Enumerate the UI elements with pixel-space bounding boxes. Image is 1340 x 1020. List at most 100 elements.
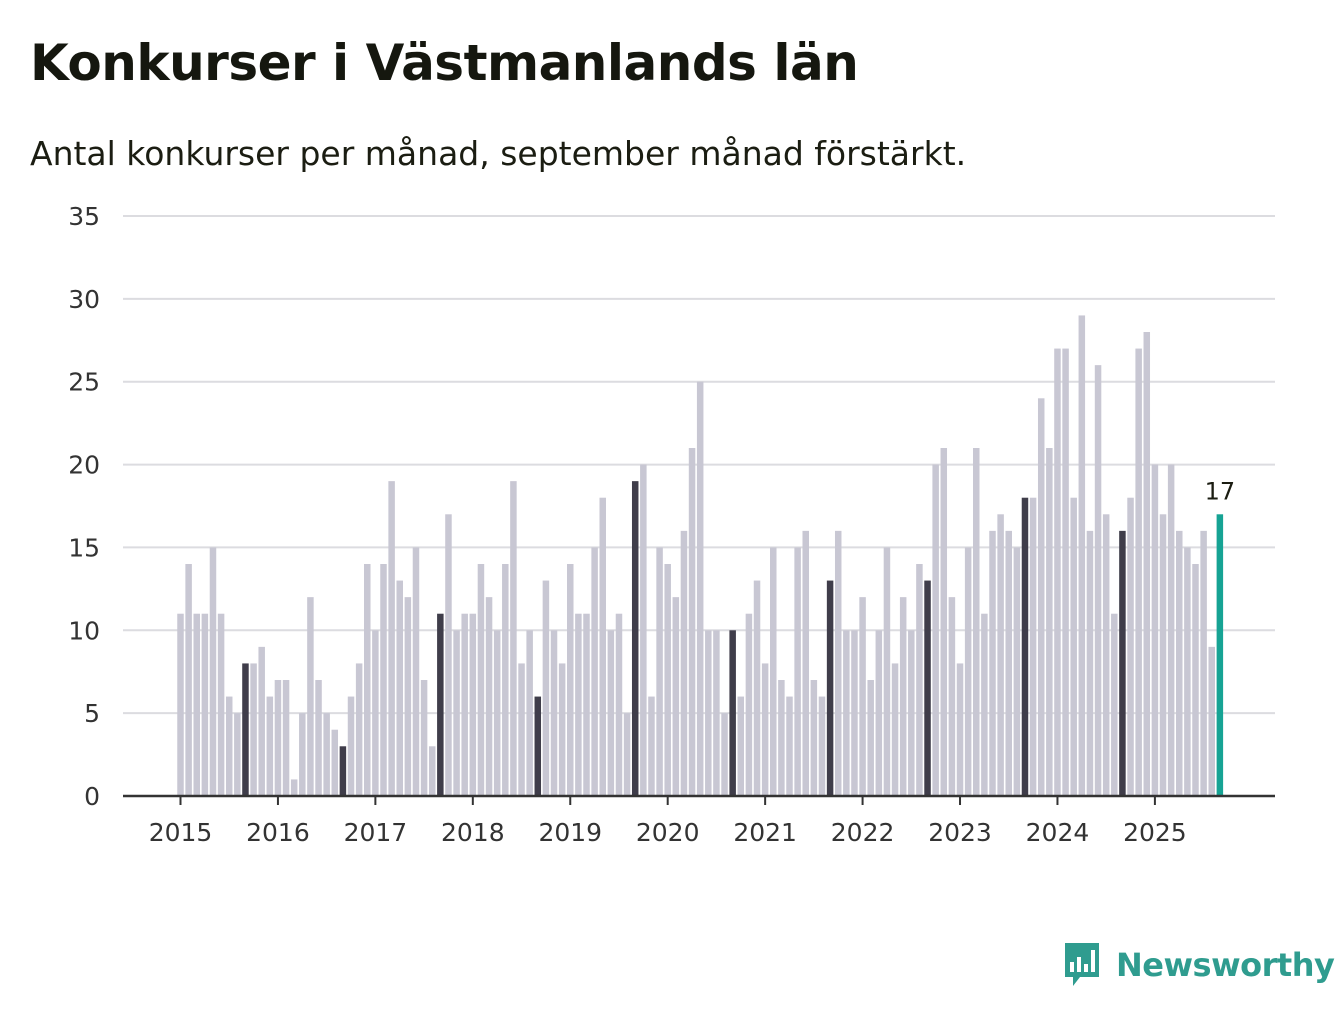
bar (347, 696, 355, 796)
y-axis-tick-labels: 0 5 10 15 20 25 30 35 (68, 202, 100, 811)
bar (948, 597, 956, 796)
bar (274, 680, 282, 796)
bar (631, 481, 639, 796)
chart-title: Konkurser i Västmanlands län (30, 34, 859, 92)
bar (282, 680, 290, 796)
bar (258, 646, 265, 796)
bar (315, 680, 322, 796)
bar (1062, 348, 1069, 796)
bar (1192, 564, 1199, 796)
bar (1070, 497, 1077, 796)
bar (250, 663, 257, 796)
x-tick-label: 2022 (831, 818, 895, 847)
bar (729, 630, 736, 796)
bar (469, 613, 477, 796)
bar (177, 613, 184, 796)
bar (1037, 398, 1045, 796)
bar (185, 564, 192, 796)
bar (412, 547, 420, 796)
bar (1135, 348, 1142, 796)
bar (461, 613, 468, 796)
bar (404, 597, 412, 796)
bar (867, 680, 874, 796)
x-tick-label: 2023 (928, 818, 992, 847)
latest-value-label: 17 (1205, 477, 1236, 505)
bar (193, 613, 200, 796)
bar (688, 448, 696, 796)
bar (705, 630, 712, 796)
bar (591, 547, 598, 796)
bar (834, 530, 842, 796)
bar (770, 547, 777, 796)
bar (786, 696, 793, 796)
bar (1086, 530, 1094, 796)
bars (177, 315, 1224, 796)
bar (1184, 547, 1191, 796)
bar (307, 597, 314, 796)
bar (745, 613, 753, 796)
bar (209, 547, 217, 796)
bar (1021, 497, 1029, 796)
bar (575, 613, 582, 796)
y-tick-label: 15 (68, 533, 100, 562)
x-tick-label: 2018 (441, 818, 505, 847)
bar (778, 680, 785, 796)
bar (607, 630, 615, 796)
x-axis-tick-labels: 2015 2016 2017 2018 2019 2020 2021 2022 2023 2024… (149, 818, 1187, 847)
bar (1094, 365, 1102, 796)
bar (453, 630, 460, 796)
bar (331, 729, 339, 796)
bar (1029, 497, 1037, 796)
bar (753, 580, 761, 796)
bar (656, 547, 663, 796)
x-tick-label: 2020 (636, 818, 700, 847)
bar (217, 613, 225, 796)
bar (818, 696, 826, 796)
bar (225, 696, 233, 796)
bar (599, 497, 606, 796)
bar (339, 746, 347, 796)
bar (859, 597, 866, 796)
bar (485, 597, 493, 796)
bar (810, 680, 818, 796)
bar (899, 597, 907, 796)
bar (680, 530, 688, 796)
bar (542, 580, 550, 796)
x-tick-label: 2015 (149, 818, 213, 847)
bar (940, 448, 948, 796)
bar (981, 613, 988, 796)
bar (761, 663, 769, 796)
x-tick-label: 2025 (1123, 818, 1187, 847)
x-tick-label: 2019 (538, 818, 602, 847)
bar (234, 713, 241, 796)
bar (396, 580, 403, 796)
y-tick-label: 10 (68, 616, 100, 645)
bar (891, 663, 899, 796)
bar (1005, 530, 1012, 796)
bar (664, 564, 671, 796)
bar (721, 713, 728, 796)
bar (550, 630, 558, 796)
bar (956, 663, 964, 796)
bar (696, 381, 704, 796)
bar (802, 530, 809, 796)
x-tick-label: 2016 (246, 818, 310, 847)
bar (1159, 514, 1167, 796)
bar (364, 564, 371, 796)
bar (518, 663, 525, 796)
bar (713, 630, 720, 796)
bar (1208, 646, 1215, 796)
bar (437, 613, 444, 796)
bar (201, 613, 209, 796)
bar (355, 663, 363, 796)
bar (380, 564, 387, 796)
bar (445, 514, 452, 796)
bar (1176, 530, 1183, 796)
bar (843, 630, 850, 796)
bar (526, 630, 533, 796)
y-tick-label: 35 (68, 202, 100, 231)
bar (428, 746, 436, 796)
bar (973, 448, 980, 796)
bar (1111, 613, 1118, 796)
